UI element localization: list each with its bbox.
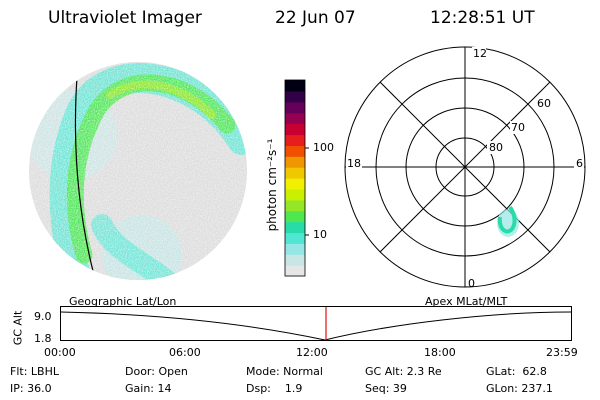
geographic-longitude: GLon: 237.1 xyxy=(486,382,553,395)
geographic-panel-title: Geographic Lat/Lon xyxy=(69,295,177,308)
mlat-label-60: 60 xyxy=(537,97,551,110)
colorbar-tick-100: 100 xyxy=(313,141,334,154)
gc-altitude-status: GC Alt: 2.3 Re xyxy=(365,365,442,378)
colorbar-cell xyxy=(285,178,305,190)
timeline-tick-0600: 06:00 xyxy=(169,346,201,359)
colorbar-cell xyxy=(285,232,305,244)
colorbar-cell xyxy=(285,90,305,103)
orbit-altitude-timeline xyxy=(60,306,572,341)
colorbar-cell xyxy=(285,167,305,179)
colorbar-cell xyxy=(285,221,305,234)
ip-status: IP: 36.0 xyxy=(10,382,52,395)
timeline-tick-2359: 23:59 xyxy=(546,346,578,359)
mlt-label-12: 12 xyxy=(473,47,487,60)
colorbar-cell xyxy=(285,254,305,266)
sequence-status: Seq: 39 xyxy=(365,382,407,395)
colorbar-cell xyxy=(285,156,305,168)
geographic-auroral-image xyxy=(29,62,247,280)
colorbar-cell xyxy=(285,134,305,146)
timeline-y-axis-label: GC Alt xyxy=(11,310,25,346)
colorbar-cell xyxy=(285,145,305,157)
colorbar-cell xyxy=(285,210,305,223)
colorbar-cell xyxy=(285,80,305,92)
dsp-status: Dsp: 1.9 xyxy=(246,382,303,395)
mlt-label-6: 6 xyxy=(576,157,583,170)
geographic-latitude: GLat: 62.8 xyxy=(486,365,547,378)
colorbar-unit-label: photon cm⁻²s⁻¹ xyxy=(265,138,279,232)
colorbar-cell xyxy=(285,265,305,277)
timeline-y-tick-low: 1.8 xyxy=(34,332,52,345)
date-label: 22 Jun 07 xyxy=(275,8,356,28)
colorbar-scale xyxy=(285,80,305,277)
colorbar-cell xyxy=(285,243,305,255)
magnetic-panel-title: Apex MLat/MLT xyxy=(425,295,508,308)
mlt-label-0: 0 xyxy=(468,277,475,290)
colorbar-cell xyxy=(285,123,305,136)
colorbar-cell xyxy=(285,199,305,212)
colorbar-cell xyxy=(285,112,305,125)
colorbar-tick-10: 10 xyxy=(313,228,327,241)
aurora-patch xyxy=(497,205,519,237)
timeline-tick-1800: 18:00 xyxy=(424,346,456,359)
mlat-label-80: 80 xyxy=(489,141,503,154)
time-label: 12:28:51 UT xyxy=(430,8,535,28)
door-status: Door: Open xyxy=(125,365,188,378)
polar-mlat-mlt-plot xyxy=(344,46,586,288)
instrument-title: Ultraviolet Imager xyxy=(48,8,202,28)
timeline-tick-1200: 12:00 xyxy=(296,346,328,359)
colorbar xyxy=(284,79,309,277)
colorbar-cell xyxy=(285,101,305,114)
gain-status: Gain: 14 xyxy=(125,382,172,395)
colorbar-cell xyxy=(285,188,305,201)
mlt-label-18: 18 xyxy=(347,157,361,170)
timeline-tick-0000: 00:00 xyxy=(44,346,76,359)
mode-status: Mode: Normal xyxy=(246,365,323,378)
filter-status: Flt: LBHL xyxy=(10,365,59,378)
mlat-label-70: 70 xyxy=(511,121,525,134)
timeline-y-tick-high: 9.0 xyxy=(34,310,52,323)
